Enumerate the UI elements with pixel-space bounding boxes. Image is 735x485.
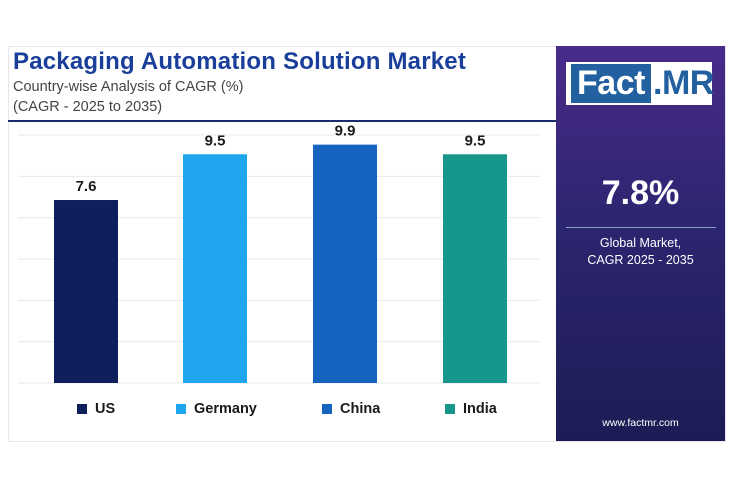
factmr-logo[interactable]: Fact .MR bbox=[566, 62, 714, 105]
legend-label: India bbox=[463, 401, 497, 417]
bar-germany[interactable] bbox=[183, 154, 247, 383]
legend-swatch bbox=[322, 404, 332, 414]
website-link[interactable]: www.factmr.com bbox=[602, 417, 679, 429]
global-cagr-label-line2: CAGR 2025 - 2035 bbox=[587, 253, 694, 267]
legend-item-china[interactable]: China bbox=[322, 400, 380, 418]
chart-subtitle: Country-wise Analysis of CAGR (%) bbox=[13, 79, 244, 95]
legend-label: China bbox=[340, 401, 381, 417]
chart-period: (CAGR - 2025 to 2035) bbox=[13, 99, 163, 115]
data-label-china: 9.9 bbox=[335, 123, 356, 140]
bar-india[interactable] bbox=[443, 154, 507, 383]
stat-divider bbox=[566, 227, 716, 228]
title-divider bbox=[8, 120, 556, 122]
chart-title: Packaging Automation Solution Market bbox=[13, 48, 467, 75]
legend-label: US bbox=[95, 401, 116, 417]
summary-panel: Fact .MR 7.8% Global Market, CAGR 2025 -… bbox=[556, 46, 725, 441]
bar-chart: 7.6 9.5 9.9 9.5 bbox=[18, 123, 540, 384]
legend-item-germany[interactable]: Germany bbox=[176, 400, 257, 418]
bar-china[interactable] bbox=[313, 144, 377, 383]
data-label-germany: 9.5 bbox=[205, 132, 226, 149]
global-cagr-label-line1: Global Market, bbox=[599, 236, 682, 250]
legend-swatch bbox=[77, 404, 87, 414]
bar-us[interactable] bbox=[54, 200, 118, 383]
legend-swatch bbox=[445, 404, 455, 414]
logo-fact-text: Fact bbox=[571, 64, 651, 103]
logo-mr-text: .MR bbox=[653, 64, 714, 102]
legend-label: Germany bbox=[194, 401, 257, 417]
legend-item-us[interactable]: US bbox=[77, 400, 115, 418]
legend-swatch bbox=[176, 404, 186, 414]
data-label-us: 7.6 bbox=[76, 178, 97, 195]
data-label-india: 9.5 bbox=[465, 132, 486, 149]
global-cagr-value: 7.8% bbox=[601, 174, 680, 212]
legend-item-india[interactable]: India bbox=[445, 400, 497, 418]
